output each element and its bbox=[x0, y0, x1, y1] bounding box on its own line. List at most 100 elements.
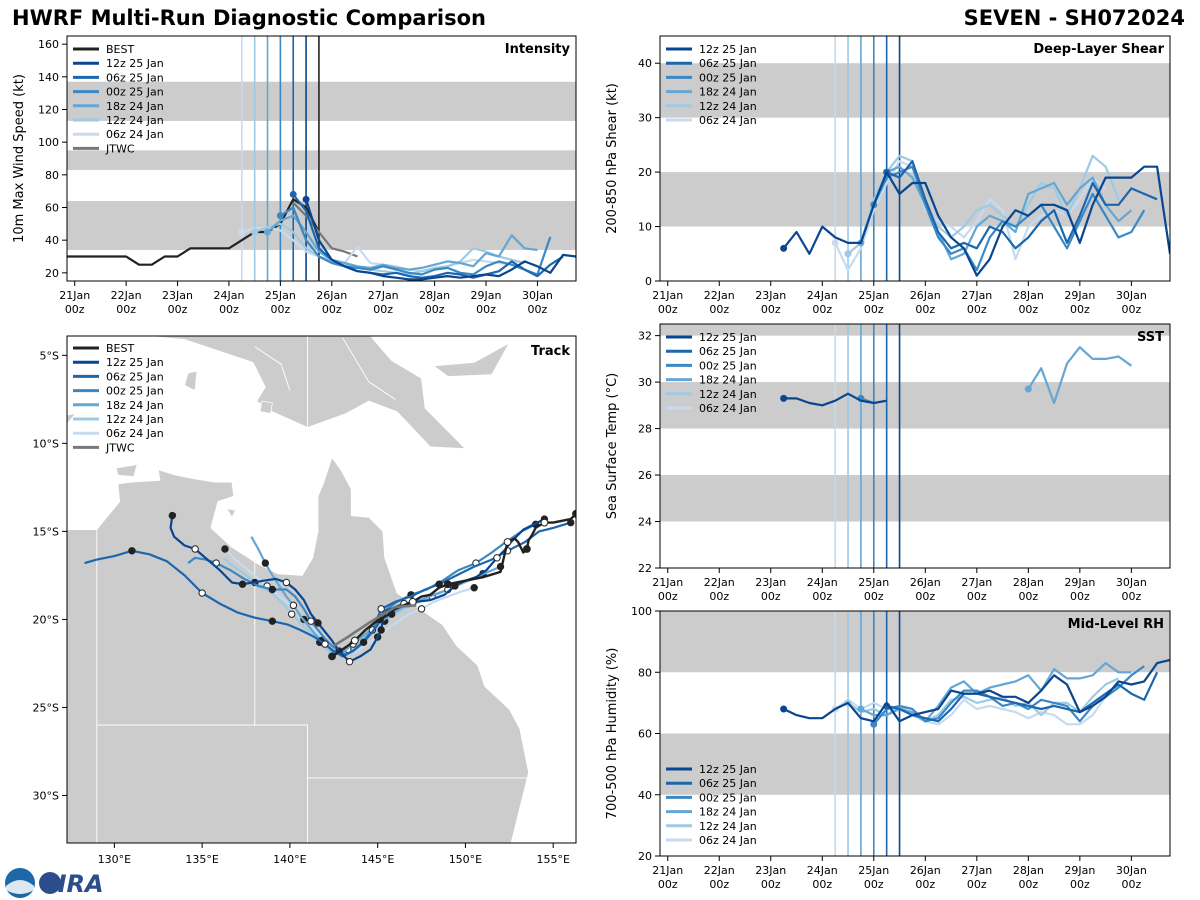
y-tick-label: 20 bbox=[638, 850, 652, 863]
legend-label: JTWC bbox=[105, 441, 135, 454]
x-tick-label-day: 24Jan bbox=[807, 289, 838, 302]
axes-frame bbox=[659, 35, 1171, 282]
x-tick-label-day: 25Jan bbox=[265, 289, 296, 302]
track-point bbox=[359, 638, 368, 647]
x-tick-label-day: 23Jan bbox=[755, 576, 786, 589]
x-tick-label-day: 26Jan bbox=[910, 289, 941, 302]
x-tick-label-hour: 00z bbox=[761, 590, 781, 603]
x-tick-label-day: 24Jan bbox=[213, 289, 244, 302]
run-line-0 bbox=[305, 198, 576, 281]
y-tick-label: 10 bbox=[638, 221, 652, 234]
y-tick-label: 140 bbox=[38, 71, 59, 84]
x-tick-label-day: 30Jan bbox=[522, 289, 553, 302]
x-tick-label-day: 29Jan bbox=[471, 289, 502, 302]
legend-label: 00z 25 Jan bbox=[699, 71, 757, 84]
lon-tick-label: 130°E bbox=[98, 853, 131, 866]
run-line-4-start-point bbox=[251, 228, 259, 236]
run-line-3-start-point bbox=[264, 228, 272, 236]
run-line-4 bbox=[847, 154, 1120, 255]
shear-panel: 01020304021Jan00z22Jan00z23Jan00z24Jan00… bbox=[605, 35, 1171, 316]
x-tick-label-hour: 00z bbox=[270, 303, 290, 316]
x-tick-label-day: 27Jan bbox=[961, 289, 992, 302]
province-border-2 bbox=[254, 346, 291, 391]
best-track-point bbox=[443, 580, 452, 589]
panel-title: Intensity bbox=[505, 42, 571, 57]
track-point bbox=[261, 559, 270, 567]
legend-label: 18z 24 Jan bbox=[699, 374, 757, 387]
track-point bbox=[307, 617, 315, 625]
legend-label: 18z 24 Jan bbox=[699, 806, 757, 819]
legend-label: 12z 24 Jan bbox=[699, 388, 757, 401]
page-title: HWRF Multi-Run Diagnostic Comparison bbox=[12, 6, 487, 30]
y-tick-label: 100 bbox=[631, 605, 652, 618]
y-axis-label: Sea Surface Temp (°C) bbox=[605, 373, 620, 520]
track-point bbox=[287, 610, 296, 618]
legend-label: 06z 24 Jan bbox=[106, 427, 164, 440]
legend-label: 00z 25 Jan bbox=[699, 791, 757, 804]
kangaroo-island-land bbox=[230, 892, 253, 900]
track-point bbox=[377, 626, 385, 634]
track-run-1 bbox=[84, 521, 572, 658]
x-tick-label-day: 25Jan bbox=[858, 576, 889, 589]
lat-tick-label: 20°S bbox=[33, 613, 59, 626]
axes-frame bbox=[66, 35, 577, 282]
plot-area bbox=[67, 36, 576, 281]
x-tick-label-day: 22Jan bbox=[704, 576, 735, 589]
track-point bbox=[168, 511, 177, 520]
x-tick-label-hour: 00z bbox=[1070, 303, 1090, 316]
y-tick-label: 24 bbox=[638, 516, 652, 529]
y-tick-label: 160 bbox=[38, 38, 59, 51]
x-tick-label-hour: 00z bbox=[709, 590, 729, 603]
best-track-point bbox=[522, 545, 531, 553]
run-line-5 bbox=[834, 696, 1107, 726]
x-tick-label-hour: 00z bbox=[915, 878, 935, 891]
x-tick-label-hour: 00z bbox=[116, 303, 136, 316]
track-point bbox=[221, 545, 229, 553]
track-point bbox=[314, 619, 322, 627]
y-tick-label: 40 bbox=[45, 234, 59, 247]
legend-label: 12z 24 Jan bbox=[106, 114, 164, 127]
legend-label: 06z 25 Jan bbox=[106, 71, 164, 84]
x-tick-label-day: 26Jan bbox=[910, 576, 941, 589]
track-point bbox=[238, 580, 247, 588]
x-tick-label-hour: 00z bbox=[761, 878, 781, 891]
x-tick-label-day: 28Jan bbox=[1013, 576, 1044, 589]
x-tick-label-hour: 00z bbox=[709, 878, 729, 891]
map-frame bbox=[66, 335, 577, 844]
run-line-3 bbox=[266, 214, 538, 271]
legend-label: 06z 24 Jan bbox=[106, 128, 164, 141]
x-tick-label-hour: 00z bbox=[65, 303, 85, 316]
y-tick-label: 0 bbox=[645, 275, 652, 288]
run-line-2-start-point bbox=[870, 720, 878, 728]
x-tick-label-day: 22Jan bbox=[704, 864, 735, 877]
track-point bbox=[321, 640, 329, 648]
jtwc-line bbox=[292, 201, 358, 258]
run-line-2-start-point bbox=[276, 212, 284, 220]
x-tick-label-hour: 00z bbox=[709, 303, 729, 316]
x-tick-label-day: 26Jan bbox=[316, 289, 347, 302]
legend-label: 06z 25 Jan bbox=[699, 57, 757, 70]
run-line-5 bbox=[241, 226, 512, 273]
cira-globe-icon bbox=[39, 872, 61, 894]
y-tick-label: 26 bbox=[638, 469, 652, 482]
track-point bbox=[470, 584, 478, 592]
australia-land bbox=[67, 456, 530, 843]
best-track-point bbox=[540, 518, 549, 527]
x-tick-label-hour: 00z bbox=[1070, 878, 1090, 891]
track-point bbox=[289, 601, 298, 610]
track-point bbox=[268, 617, 277, 625]
x-tick-label-day: 25Jan bbox=[858, 289, 889, 302]
run-line-1-start-point bbox=[289, 190, 297, 198]
shading-band bbox=[660, 611, 1170, 673]
x-tick-label-hour: 00z bbox=[1121, 590, 1141, 603]
run-line-3-start-point bbox=[1024, 385, 1032, 393]
legend-label: JTWC bbox=[105, 142, 135, 155]
track-point bbox=[191, 545, 199, 553]
map-area bbox=[67, 336, 576, 900]
x-tick-label-day: 28Jan bbox=[1013, 864, 1044, 877]
run-line-0-start-point bbox=[780, 394, 788, 402]
run-line-0-start-point bbox=[780, 705, 788, 713]
track-point bbox=[377, 605, 385, 613]
legend-label: 18z 24 Jan bbox=[106, 100, 164, 113]
